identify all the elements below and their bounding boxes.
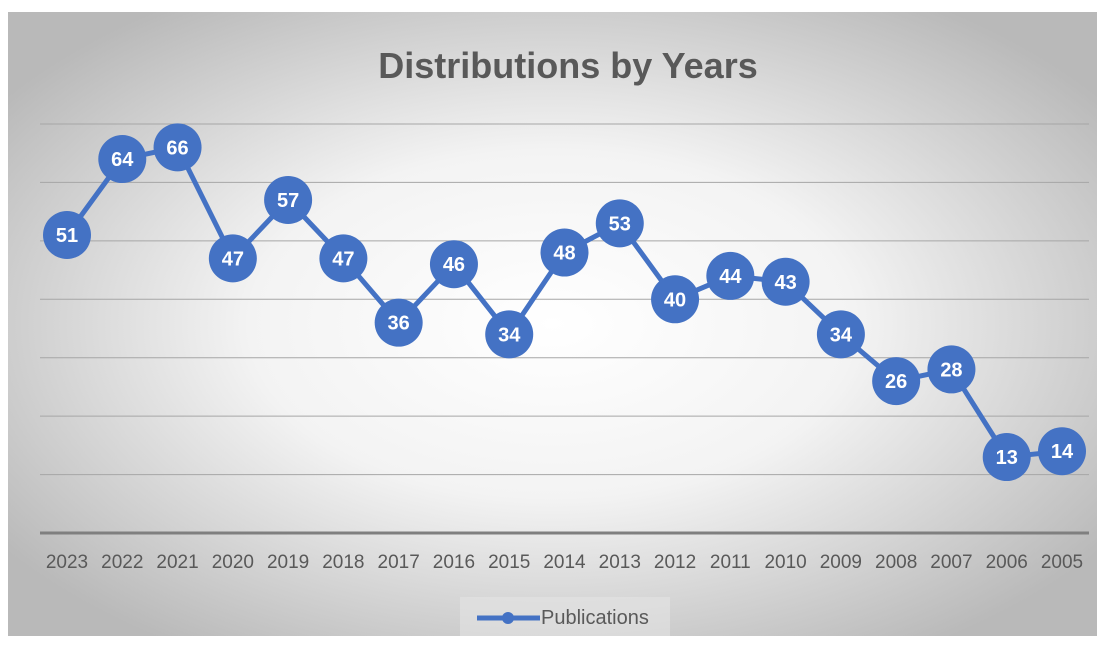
- data-point-2020: 47: [208, 234, 257, 283]
- x-tick-label-2007: 2007: [930, 552, 972, 573]
- data-label-2007: 28: [940, 359, 962, 381]
- x-tick-label-2016: 2016: [433, 552, 475, 573]
- point-marker-2014: [540, 228, 589, 277]
- point-marker-2019: [264, 175, 313, 224]
- point-marker-2005: [1038, 427, 1086, 476]
- data-label-2011: 44: [719, 266, 742, 288]
- x-tick-label-2014: 2014: [543, 552, 586, 573]
- data-label-2016: 46: [443, 254, 465, 276]
- x-tick-label-2022: 2022: [101, 552, 143, 573]
- data-point-2018: 47: [319, 234, 368, 283]
- x-tick-label-2015: 2015: [488, 552, 530, 573]
- point-marker-2018: [319, 234, 368, 283]
- x-tick-label-2011: 2011: [710, 552, 751, 573]
- x-tick-label-2018: 2018: [322, 552, 364, 573]
- data-point-2016: 46: [429, 240, 478, 289]
- x-tick-label-2017: 2017: [378, 552, 420, 573]
- data-label-2008: 26: [885, 371, 907, 393]
- point-marker-2012: [651, 275, 700, 324]
- data-label-2005: 14: [1051, 441, 1074, 463]
- x-tick-label-2012: 2012: [654, 552, 696, 573]
- chart-title: Distributions by Years: [378, 45, 757, 86]
- point-marker-2013: [595, 199, 644, 248]
- data-point-2021: 66: [153, 123, 202, 172]
- point-marker-2011: [706, 251, 755, 300]
- point-marker-2010: [761, 257, 810, 306]
- x-tick-label-2021: 2021: [156, 552, 198, 573]
- x-tick-label-2020: 2020: [212, 552, 254, 573]
- data-point-2009: 34: [816, 310, 865, 359]
- x-tick-label-2023: 2023: [46, 552, 88, 573]
- x-tick-label-2013: 2013: [599, 552, 641, 573]
- data-label-2013: 53: [609, 213, 631, 235]
- data-label-2012: 40: [664, 289, 686, 311]
- point-marker-2020: [208, 234, 257, 283]
- x-tick-label-2006: 2006: [986, 552, 1028, 573]
- x-tick-label-2019: 2019: [267, 552, 309, 573]
- x-tick-labels: 2023 2022 2021 2020 2019 2018 2017 2016 2015 2014…: [46, 552, 1083, 573]
- data-point-2012: 40: [651, 275, 700, 324]
- point-marker-2015: [485, 310, 534, 359]
- legend: Publications: [460, 597, 670, 636]
- series-points: 51 64 66 47 57 47 36 46 34 48 53 40 44 43 34 26 28 13 14: [43, 123, 1086, 482]
- data-point-2023: 51: [43, 211, 91, 260]
- data-point-2014: 48: [540, 228, 589, 277]
- data-point-2013: 53: [595, 199, 644, 248]
- point-marker-2009: [816, 310, 865, 359]
- point-marker-2021: [153, 123, 202, 172]
- point-marker-2023: [43, 211, 91, 260]
- data-label-2023: 51: [56, 225, 78, 247]
- point-marker-2016: [429, 240, 478, 289]
- point-marker-2006: [982, 433, 1031, 482]
- data-label-2009: 34: [830, 324, 853, 346]
- legend-label-publications: Publications: [541, 607, 649, 629]
- data-point-2006: 13: [982, 433, 1031, 482]
- data-point-2017: 36: [374, 298, 423, 347]
- data-point-2007: 28: [927, 345, 976, 394]
- x-tick-label-2010: 2010: [764, 552, 806, 573]
- data-point-2011: 44: [706, 251, 755, 300]
- data-point-2008: 26: [872, 357, 921, 406]
- x-tick-label-2009: 2009: [820, 552, 862, 573]
- data-label-2014: 48: [553, 243, 575, 265]
- line-chart: Distributions by Years 51 64 66 47 57 47 36 46 3…: [8, 12, 1097, 636]
- point-marker-2007: [927, 345, 976, 394]
- data-point-2022: 64: [98, 135, 147, 184]
- x-tick-label-2008: 2008: [875, 552, 917, 573]
- data-point-2015: 34: [485, 310, 534, 359]
- data-label-2010: 43: [774, 272, 796, 294]
- data-label-2018: 47: [332, 248, 354, 270]
- data-label-2006: 13: [996, 447, 1018, 469]
- point-marker-2008: [872, 357, 921, 406]
- data-point-2005: 14: [1038, 427, 1086, 476]
- x-tick-label-2005: 2005: [1041, 552, 1083, 573]
- data-point-2019: 57: [264, 175, 313, 224]
- point-marker-2017: [374, 298, 423, 347]
- data-label-2015: 34: [498, 324, 521, 346]
- data-label-2022: 64: [111, 149, 134, 171]
- data-label-2019: 57: [277, 190, 299, 212]
- point-marker-2022: [98, 135, 147, 184]
- data-label-2021: 66: [166, 137, 188, 159]
- legend-point-marker: [502, 612, 514, 624]
- chart-area: Distributions by Years 51 64 66 47 57 47 36 46 3…: [8, 12, 1097, 636]
- data-point-2010: 43: [761, 257, 810, 306]
- data-label-2020: 47: [222, 248, 244, 270]
- chart-background: [8, 12, 1097, 636]
- data-label-2017: 36: [388, 313, 410, 335]
